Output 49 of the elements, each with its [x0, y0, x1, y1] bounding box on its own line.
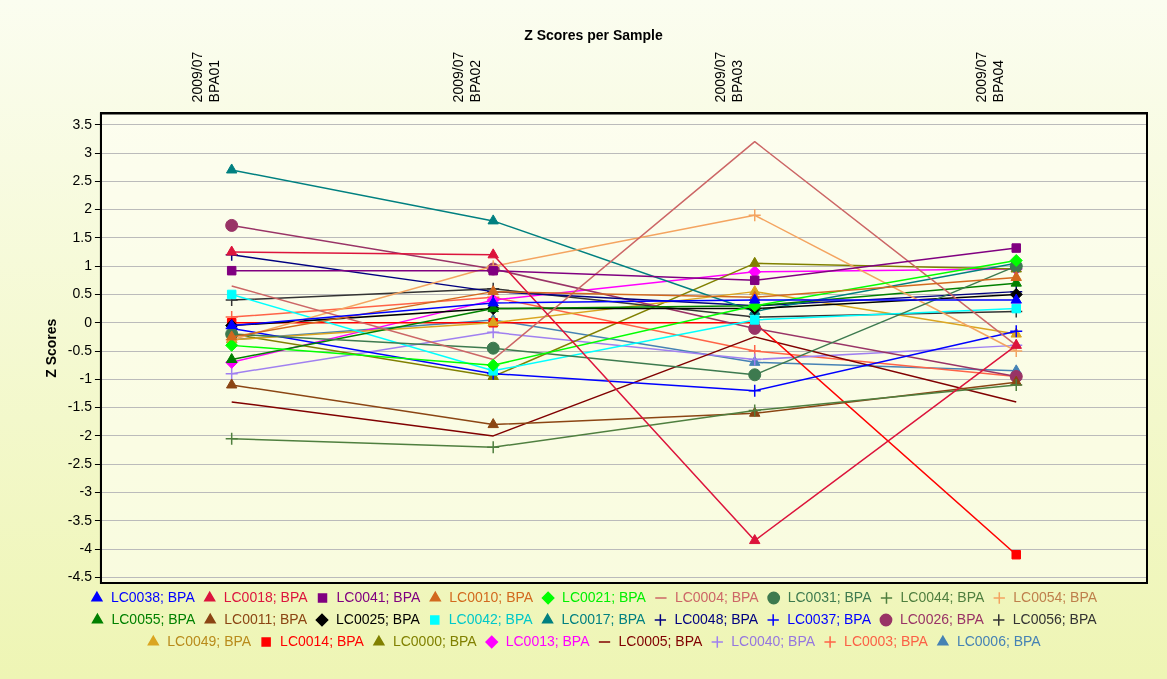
x-tick-label: 2009/07 BPA01 [188, 51, 222, 103]
y-tick-label: -0.5 [67, 341, 93, 358]
y-tick-label: -4 [79, 539, 93, 556]
legend-label: LC0044; BPA [900, 588, 985, 605]
legend-label: LC0042; BPA [448, 610, 534, 627]
legend-label: LC0017; BPA [561, 610, 647, 627]
y-tick-label: 3.5 [72, 115, 93, 132]
legend-label: LC0031; BPA [787, 588, 873, 605]
y-tick-label: -2 [79, 426, 93, 443]
legend-label: LC0040; BPA [731, 632, 816, 649]
x-tick-label: 2009/07 BPA03 [711, 51, 745, 103]
legend-label: LC0018; BPA [223, 588, 309, 605]
legend-label: LC0025; BPA [335, 610, 421, 627]
y-tick-label: 3 [84, 143, 93, 160]
x-tick-label: 2009/07 BPA04 [973, 51, 1007, 103]
legend-label: LC0056; BPA [1012, 610, 1098, 627]
legend-label: LC0037; BPA [787, 610, 872, 627]
y-tick-label: -3.5 [67, 511, 93, 528]
legend-label: LC0054; BPA [1013, 588, 1098, 605]
y-tick-label: 2 [84, 200, 93, 217]
y-tick-label: -1 [79, 370, 93, 387]
y-tick-label: -3 [79, 483, 93, 500]
legend-label: LC0049; BPA [167, 632, 252, 649]
y-tick-label: 2.5 [72, 172, 93, 189]
y-tick-label: -1.5 [67, 398, 93, 415]
legend-label: LC0006; BPA [956, 632, 1042, 649]
y-tick-label: 0 [84, 313, 93, 330]
y-tick-label: 1.5 [72, 228, 93, 245]
y-tick-label: 0.5 [72, 285, 93, 302]
y-tick-label: 1 [84, 257, 93, 274]
chart-title: Z Scores per Sample [524, 27, 663, 44]
legend-label: LC0041; BPA [336, 588, 421, 605]
legend-label: LC0010; BPA [449, 588, 534, 605]
y-axis-title: Z Scores [43, 318, 60, 378]
legend-label: LC0014; BPA [280, 632, 365, 649]
y-tick-label: -4.5 [67, 568, 93, 585]
y-tick-label: -2.5 [67, 455, 93, 472]
legend-label: LC0000; BPA [392, 632, 478, 649]
legend-label: LC0011; BPA [224, 610, 308, 627]
legend-label: LC0013; BPA [505, 632, 591, 649]
legend-label: LC0038; BPA [110, 588, 196, 605]
legend-label: LC0005; BPA [618, 632, 703, 649]
x-tick-label: 2009/07 BPA02 [450, 51, 484, 103]
legend-label: LC0055; BPA [111, 610, 196, 627]
legend-label: LC0003; BPA [844, 632, 929, 649]
legend-label: LC0026; BPA [899, 610, 985, 627]
legend-label: LC0021; BPA [562, 588, 647, 605]
legend-label: LC0004; BPA [674, 588, 760, 605]
legend-label: LC0048; BPA [674, 610, 759, 627]
